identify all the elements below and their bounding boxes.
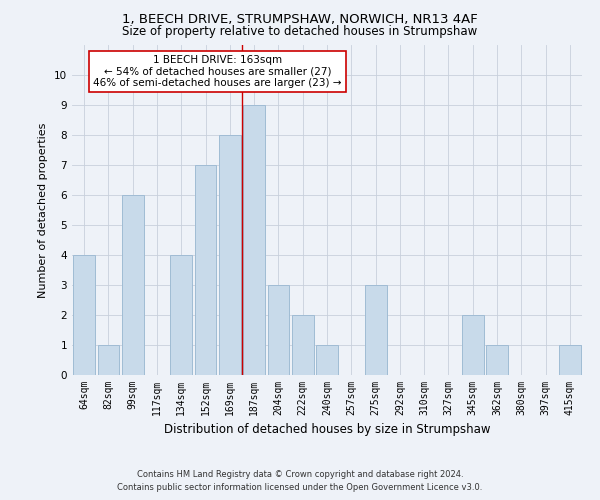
Bar — [243, 105, 265, 375]
Bar — [316, 345, 338, 375]
X-axis label: Distribution of detached houses by size in Strumpshaw: Distribution of detached houses by size … — [164, 424, 490, 436]
Bar — [486, 345, 508, 375]
Bar — [122, 195, 143, 375]
Bar — [365, 285, 386, 375]
Bar — [194, 165, 217, 375]
Bar — [73, 255, 95, 375]
Bar — [559, 345, 581, 375]
Text: 1, BEECH DRIVE, STRUMPSHAW, NORWICH, NR13 4AF: 1, BEECH DRIVE, STRUMPSHAW, NORWICH, NR1… — [122, 12, 478, 26]
Text: 1 BEECH DRIVE: 163sqm
← 54% of detached houses are smaller (27)
46% of semi-deta: 1 BEECH DRIVE: 163sqm ← 54% of detached … — [93, 55, 341, 88]
Bar — [219, 135, 241, 375]
Bar — [268, 285, 289, 375]
Bar — [170, 255, 192, 375]
Text: Contains HM Land Registry data © Crown copyright and database right 2024.
Contai: Contains HM Land Registry data © Crown c… — [118, 470, 482, 492]
Y-axis label: Number of detached properties: Number of detached properties — [38, 122, 49, 298]
Bar — [462, 315, 484, 375]
Text: Size of property relative to detached houses in Strumpshaw: Size of property relative to detached ho… — [122, 25, 478, 38]
Bar — [97, 345, 119, 375]
Bar — [292, 315, 314, 375]
